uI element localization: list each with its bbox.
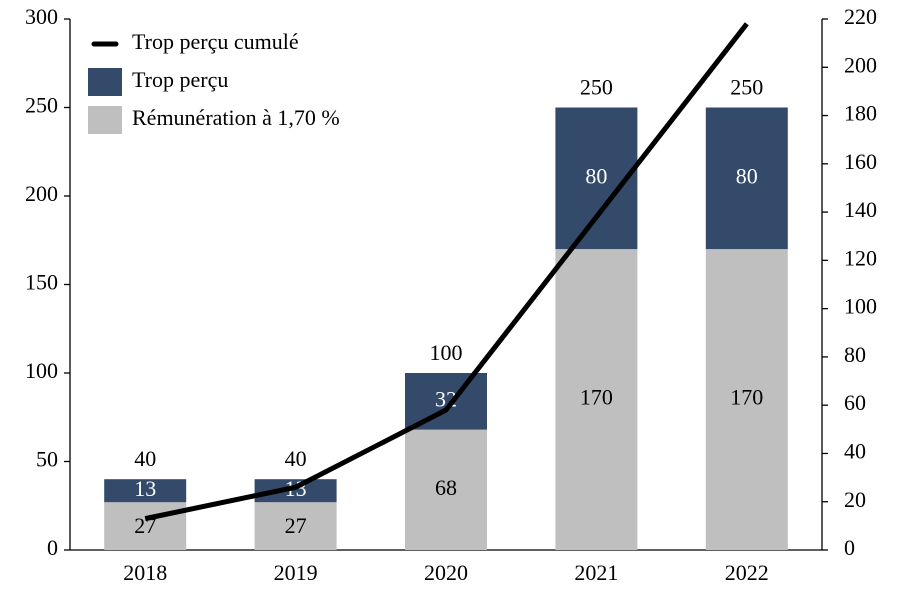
total-label: 100 xyxy=(430,340,463,365)
y2-tick-label: 20 xyxy=(844,487,866,512)
y2-tick-label: 60 xyxy=(844,390,866,415)
bar-segment xyxy=(104,502,187,550)
legend-swatch xyxy=(88,106,122,134)
y-tick-label: 50 xyxy=(36,447,58,472)
bar-segment xyxy=(104,479,187,503)
bar-segment xyxy=(555,249,638,550)
value-label: 80 xyxy=(585,163,607,188)
bar-segment xyxy=(405,429,487,550)
line-series xyxy=(144,22,749,522)
y2-tick-label: 120 xyxy=(844,245,877,270)
value-label: 68 xyxy=(435,475,457,500)
y2-tick-label: 100 xyxy=(844,294,877,319)
y-tick-label: 150 xyxy=(25,270,58,295)
y2-tick-label: 40 xyxy=(844,439,866,464)
bar-segment xyxy=(705,249,788,550)
value-label: 80 xyxy=(736,163,758,188)
bar-segment xyxy=(254,502,337,550)
total-label: 250 xyxy=(730,75,763,100)
legend-label: Trop perçu cumulé xyxy=(132,29,299,54)
legend-label: Rémunération à 1,70 % xyxy=(132,105,340,130)
bar-segment xyxy=(254,479,337,503)
total-label: 40 xyxy=(134,446,156,471)
value-label: 170 xyxy=(580,385,613,410)
value-label: 13 xyxy=(134,476,156,501)
legend-label: Trop perçu xyxy=(132,67,228,92)
total-label: 40 xyxy=(285,446,307,471)
y-tick-label: 300 xyxy=(25,4,58,29)
legend-swatch xyxy=(88,68,122,96)
y2-tick-label: 80 xyxy=(844,342,866,367)
bar-segment xyxy=(405,373,487,430)
bar-segment xyxy=(705,107,788,250)
y2-tick-label: 220 xyxy=(844,4,877,29)
x-tick-label: 2020 xyxy=(424,560,468,585)
y2-tick-label: 0 xyxy=(844,535,855,560)
y-tick-label: 250 xyxy=(25,93,58,118)
value-label: 170 xyxy=(730,385,763,410)
value-label: 27 xyxy=(285,513,307,538)
x-tick-label: 2022 xyxy=(725,560,769,585)
y2-tick-label: 200 xyxy=(844,52,877,77)
y-tick-label: 200 xyxy=(25,181,58,206)
y2-tick-label: 180 xyxy=(844,101,877,126)
y2-tick-label: 140 xyxy=(844,197,877,222)
y2-tick-label: 160 xyxy=(844,149,877,174)
x-tick-label: 2018 xyxy=(123,560,167,585)
x-tick-label: 2021 xyxy=(574,560,618,585)
y-tick-label: 100 xyxy=(25,358,58,383)
y-tick-label: 0 xyxy=(47,535,58,560)
total-label: 250 xyxy=(580,75,613,100)
x-tick-label: 2019 xyxy=(274,560,318,585)
